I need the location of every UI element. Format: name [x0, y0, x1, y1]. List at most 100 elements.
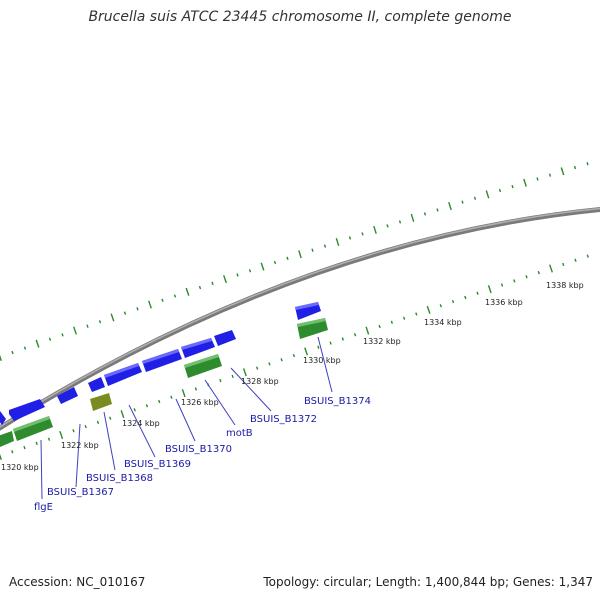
major-tick — [260, 262, 265, 271]
major-tick — [73, 326, 77, 335]
gene-label-bsuis-b1370[interactable]: BSUIS_B1370 — [165, 444, 232, 455]
gene-label-flge[interactable]: flgE — [34, 502, 53, 513]
minor-tick — [317, 345, 320, 349]
minor-tick — [500, 283, 504, 287]
gene-label-motb[interactable]: motB — [226, 428, 253, 439]
minor-tick — [248, 269, 252, 273]
gene-forward[interactable] — [214, 330, 236, 346]
minor-tick — [525, 275, 528, 279]
minor-tick — [361, 232, 364, 236]
gene-reverse-shade — [13, 416, 50, 432]
gene-forward[interactable] — [181, 338, 215, 358]
minor-tick — [273, 260, 277, 265]
minor-tick — [211, 281, 214, 286]
minor-tick — [415, 312, 418, 316]
major-tick — [181, 389, 186, 398]
minor-tick — [96, 420, 100, 425]
minor-tick — [311, 248, 314, 252]
tick-label: 1334 kbp — [424, 318, 462, 327]
gene-label-bsuis-b1374[interactable]: BSUIS_B1374 — [304, 396, 371, 407]
kbp-labels: 1320 kbp 1322 kbp 1324 kbp 1326 kbp 1328… — [1, 281, 584, 472]
minor-tick — [329, 341, 332, 345]
forward-strand-genes — [0, 302, 321, 425]
minor-tick — [145, 404, 149, 408]
gene-forward[interactable] — [0, 411, 6, 425]
topology-summary: Topology: circular; Length: 1,400,844 bp… — [263, 575, 593, 589]
major-tick — [0, 453, 2, 461]
outer-tick-ring — [0, 162, 589, 362]
minor-tick — [536, 177, 539, 181]
gene-label-bsuis-b1369[interactable]: BSUIS_B1369 — [124, 459, 191, 470]
major-tick — [223, 275, 227, 284]
minor-tick — [161, 298, 164, 302]
accession-text: Accession: NC_010167 — [9, 575, 146, 589]
minor-tick — [353, 333, 357, 337]
minor-tick — [341, 337, 344, 341]
gene-forward[interactable] — [142, 349, 182, 372]
map-title: Brucella suis ATCC 23445 chromosome II, … — [88, 9, 512, 25]
gene-forward[interactable] — [57, 387, 78, 404]
gene-label-bsuis-b1367[interactable]: BSUIS_B1367 — [47, 487, 114, 498]
minor-tick — [280, 358, 283, 362]
minor-tick — [562, 262, 565, 267]
major-tick — [298, 250, 302, 259]
minor-tick — [98, 320, 102, 324]
minor-tick — [48, 337, 52, 341]
gene-reverse[interactable] — [90, 393, 112, 411]
gene-label-bsuis-b1372[interactable]: BSUIS_B1372 — [250, 414, 317, 425]
minor-tick — [286, 256, 289, 261]
minor-tick — [513, 279, 516, 283]
gene-forward-shade — [142, 349, 179, 364]
minor-tick — [574, 258, 577, 262]
minor-tick — [158, 399, 161, 404]
gene-forward[interactable] — [9, 399, 45, 421]
minor-tick — [173, 294, 177, 298]
minor-tick — [23, 445, 26, 450]
minor-tick — [47, 437, 51, 441]
minor-tick — [231, 374, 234, 379]
major-tick — [560, 167, 565, 176]
gene-label-bsuis-b1368[interactable]: BSUIS_B1368 — [86, 473, 153, 484]
major-tick — [523, 178, 527, 187]
gene-forward[interactable] — [104, 363, 142, 386]
minor-tick — [256, 366, 259, 370]
minor-tick — [537, 270, 540, 275]
gene-forward[interactable] — [88, 377, 105, 392]
minor-tick — [84, 424, 87, 429]
minor-tick — [133, 408, 136, 412]
minor-tick — [548, 173, 552, 177]
gene-forward-shade — [104, 363, 139, 378]
major-tick — [185, 287, 190, 296]
minor-tick — [268, 362, 271, 366]
tick-label: 1336 kbp — [485, 298, 523, 307]
minor-tick — [511, 185, 514, 189]
major-tick — [242, 368, 247, 377]
minor-tick — [23, 346, 27, 350]
major-tick — [549, 264, 553, 273]
gene-reverse-shade — [184, 354, 219, 368]
gene-reverse[interactable] — [184, 354, 222, 378]
minor-tick — [11, 450, 14, 454]
gene-reverse[interactable] — [13, 416, 53, 441]
minor-tick — [573, 165, 577, 170]
minor-tick — [473, 196, 477, 200]
minor-tick — [219, 378, 222, 383]
inner-tick-ring — [0, 254, 589, 461]
gene-labels: flgE BSUIS_B1367 BSUIS_B1368 BSUIS_B1369… — [34, 396, 371, 513]
minor-tick — [402, 316, 406, 320]
minor-tick — [35, 441, 38, 446]
genome-backbone-highlight — [0, 207, 600, 428]
minor-tick — [61, 333, 64, 337]
minor-tick — [236, 273, 239, 277]
leader-lines — [40, 336, 333, 500]
major-tick — [148, 300, 152, 309]
major-tick — [485, 190, 490, 199]
major-tick — [365, 326, 370, 335]
gene-reverse[interactable] — [0, 431, 14, 447]
minor-tick — [72, 429, 75, 433]
major-tick — [0, 354, 2, 362]
tick-label: 1320 kbp — [1, 463, 39, 472]
genome-backbone — [0, 207, 600, 431]
major-tick — [59, 430, 64, 440]
